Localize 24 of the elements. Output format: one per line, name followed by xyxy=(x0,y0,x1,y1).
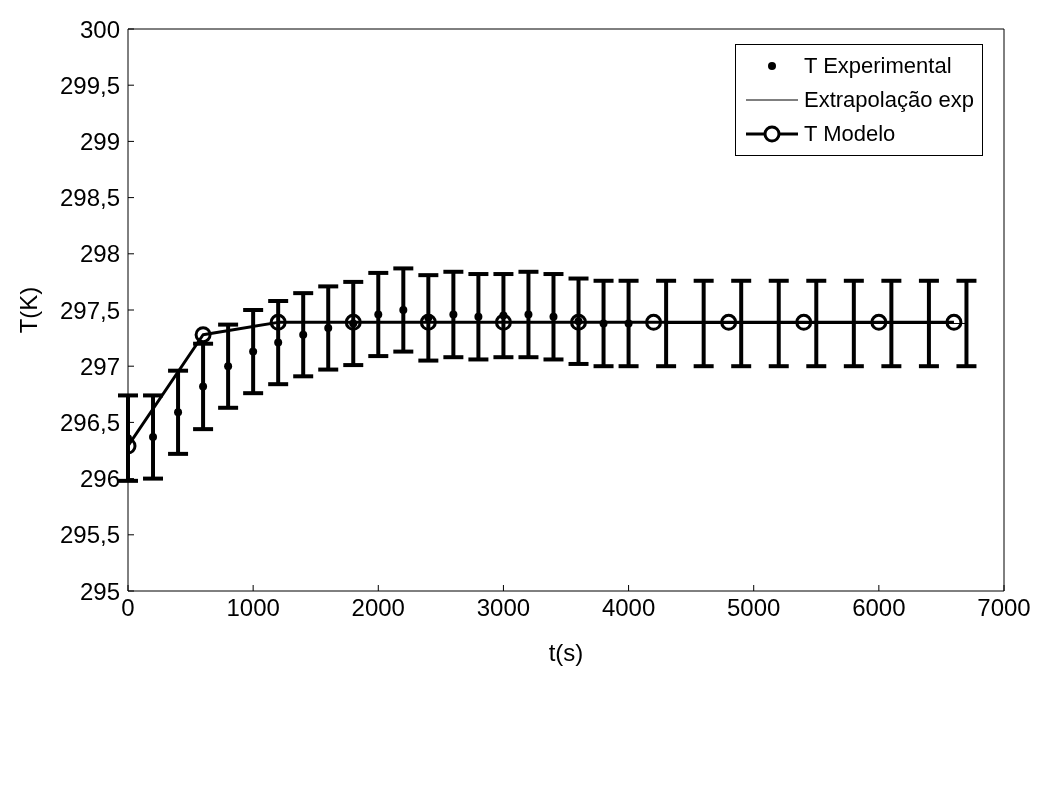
y-tick-label: 295 xyxy=(79,577,120,605)
x-axis-title: t(s) xyxy=(548,639,584,666)
legend-label: T Modelo xyxy=(804,121,896,147)
x-tick-label: 5000 xyxy=(727,594,781,622)
x-tick-label: 7000 xyxy=(977,594,1031,622)
y-tick-label: 296,5 xyxy=(59,408,120,436)
x-tick-label: 3000 xyxy=(476,594,531,622)
legend-label: Extrapolação exp xyxy=(804,87,974,113)
y-tick-label: 295,5 xyxy=(59,521,120,549)
legend-label: T Experimental xyxy=(804,53,952,79)
x-tick-label: 0 xyxy=(121,594,135,622)
y-tick-label: 296 xyxy=(79,465,120,493)
y-axis-title: T(K) xyxy=(14,286,42,334)
x-tick-label: 6000 xyxy=(852,594,906,622)
x-tick-label: 2000 xyxy=(351,594,405,622)
y-tick-label: 299,5 xyxy=(59,71,120,99)
x-tick-label: 1000 xyxy=(226,594,280,622)
y-tick-label: 297 xyxy=(79,352,120,380)
y-tick-label: 299 xyxy=(79,127,120,155)
y-tick-label: 298,5 xyxy=(59,184,120,212)
y-tick-label: 300 xyxy=(79,15,120,43)
y-tick-label: 297,5 xyxy=(59,296,120,324)
x-tick-label: 4000 xyxy=(601,594,656,622)
y-tick-label: 298 xyxy=(79,240,120,268)
